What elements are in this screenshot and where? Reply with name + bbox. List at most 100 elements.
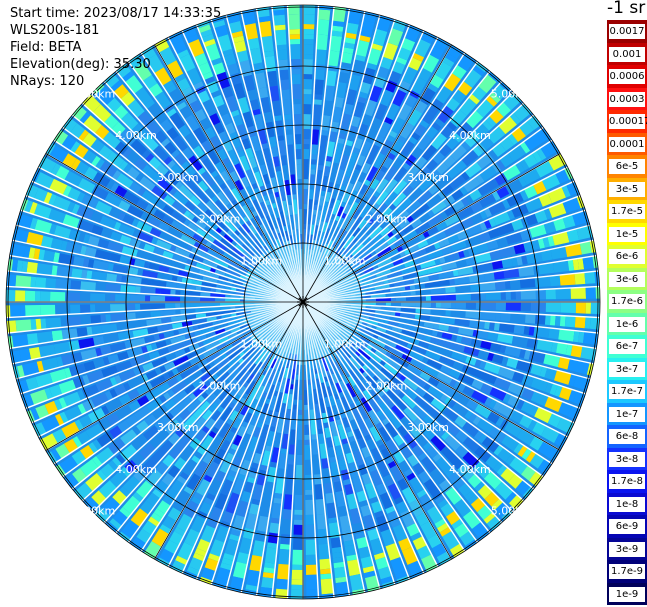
range-gate-cell (339, 332, 352, 344)
range-gate-cell (252, 254, 258, 260)
range-gate-cell (500, 291, 506, 300)
range-gate-cell (225, 269, 241, 278)
range-gate-cell (240, 176, 250, 188)
range-gate-cell (277, 361, 284, 372)
range-gate-cell (367, 319, 379, 326)
range-gate-cell (483, 219, 492, 229)
range-gate-cell (85, 473, 104, 492)
range-gate-cell (115, 360, 133, 373)
range-gate-cell (362, 279, 374, 285)
range-gate-cell (137, 111, 155, 129)
range-ring-label: 5.00km (491, 505, 533, 518)
range-gate-cell (140, 278, 152, 286)
range-gate-cell (378, 262, 395, 272)
range-gate-cell (87, 259, 95, 269)
range-gate-cell (455, 293, 471, 301)
range-gate-cell (477, 349, 490, 360)
range-gate-cell (391, 326, 403, 333)
range-gate-cell (150, 295, 166, 302)
range-gate-cell (247, 231, 254, 238)
range-gate-cell (145, 387, 163, 402)
range-gate-cell (17, 365, 25, 378)
range-gate-cell (297, 189, 302, 195)
range-gate-cell (327, 353, 337, 369)
range-gate-cell (265, 481, 275, 493)
range-gate-cell (53, 130, 69, 146)
range-gate-cell (245, 513, 258, 530)
range-gate-cell (229, 534, 241, 542)
range-gate-cell (462, 436, 481, 453)
ray-sector (275, 305, 303, 599)
range-gate-cell (254, 351, 266, 366)
range-gate-cell (421, 110, 435, 125)
range-gate-cell (440, 302, 451, 308)
range-gate-cell (244, 265, 250, 271)
range-gate-cell (364, 99, 377, 117)
range-gate-cell (394, 496, 405, 505)
range-gate-cell (264, 547, 278, 564)
ray-gap-line (255, 301, 304, 596)
range-gate-cell (110, 294, 116, 302)
range-gate-cell (175, 555, 188, 566)
range-gate-cell (493, 444, 504, 456)
range-gate-cell (135, 286, 141, 294)
range-gate-cell (284, 129, 293, 135)
range-gate-cell (388, 413, 403, 429)
range-gate-cell (386, 270, 403, 279)
range-gate-cell (369, 178, 380, 190)
range-gate-cell (178, 249, 191, 258)
range-gate-cell (267, 542, 278, 549)
range-gate-cell (247, 37, 260, 50)
range-gate-cell (276, 578, 289, 585)
range-gate-cell (112, 457, 123, 468)
range-gate-cell (38, 249, 46, 261)
range-gate-cell (172, 390, 188, 405)
range-gate-cell (501, 355, 509, 366)
range-gate-cell (493, 401, 502, 412)
range-gate-cell (226, 63, 239, 76)
range-gate-cell (519, 348, 526, 359)
range-gate-cell (74, 419, 84, 431)
range-gate-cell (294, 509, 303, 515)
range-gate-cell (399, 366, 415, 379)
range-gate-cell (244, 234, 257, 248)
range-gate-cell (474, 480, 486, 492)
range-gate-cell (191, 455, 201, 464)
range-gate-cell (372, 274, 388, 283)
range-gate-cell (43, 191, 53, 205)
range-gate-cell (403, 432, 419, 449)
range-gate-cell (95, 378, 113, 393)
range-gate-cell (109, 470, 128, 488)
range-gate-cell (383, 116, 394, 125)
range-gate-cell (239, 374, 249, 386)
range-gate-cell (334, 566, 347, 579)
range-gate-cell (136, 384, 149, 396)
range-gate-cell (511, 203, 529, 218)
range-gate-cell (315, 49, 327, 65)
range-gate-cell (188, 500, 200, 510)
ray-gap-line (92, 301, 304, 513)
range-gate-cell (501, 198, 511, 209)
range-gate-cell (335, 382, 343, 394)
range-gate-cell (316, 164, 323, 171)
range-gate-cell (386, 389, 401, 404)
range-gate-cell (439, 526, 452, 537)
range-gate-cell (426, 234, 438, 245)
colorbar-swatch: 6e-6 (607, 245, 647, 268)
range-gate-cell (304, 424, 310, 435)
ray-gap-line (302, 301, 491, 534)
range-gate-cell (262, 329, 271, 338)
range-gate-cell (227, 492, 241, 510)
range-gate-cell (36, 263, 53, 276)
ray-gap-line (20, 301, 304, 395)
range-gate-cell (361, 239, 375, 253)
range-gate-cell (282, 509, 293, 520)
range-gate-cell (329, 35, 342, 52)
range-gate-cell (430, 434, 447, 452)
range-gate-cell (131, 453, 146, 467)
range-gate-cell (336, 398, 344, 410)
range-gate-cell (197, 322, 214, 330)
range-gate-cell (308, 184, 314, 190)
range-gate-cell (328, 270, 334, 275)
range-gate-cell (251, 498, 261, 506)
